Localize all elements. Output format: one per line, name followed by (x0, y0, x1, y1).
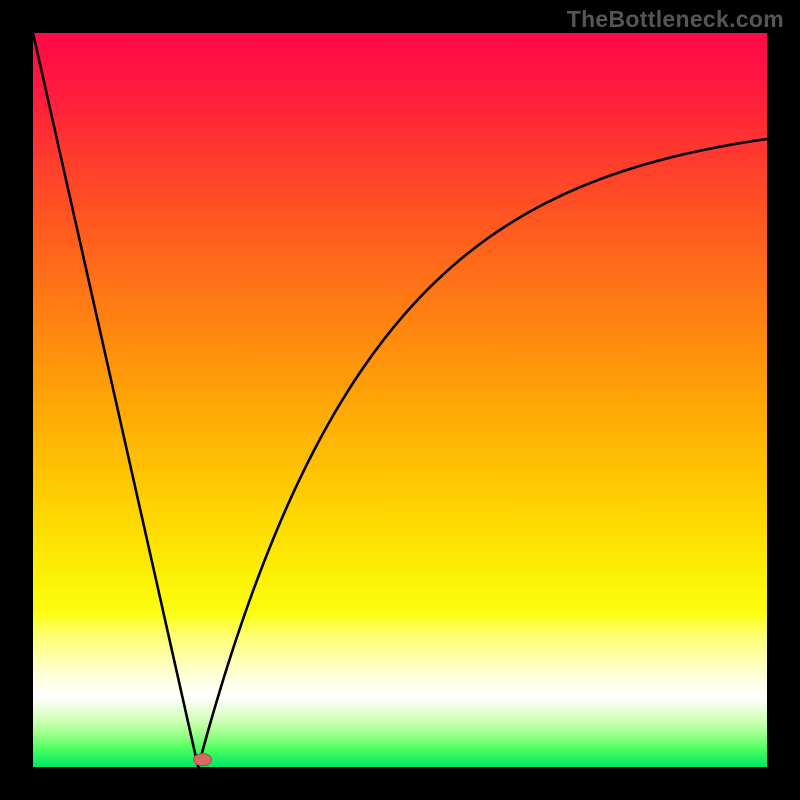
chart-root: TheBottleneck.com (0, 0, 800, 800)
watermark-text: TheBottleneck.com (567, 6, 784, 33)
minimum-marker (194, 754, 212, 766)
plot-area (33, 33, 767, 767)
bottleneck-curve (33, 33, 767, 767)
curve-layer (33, 33, 767, 767)
